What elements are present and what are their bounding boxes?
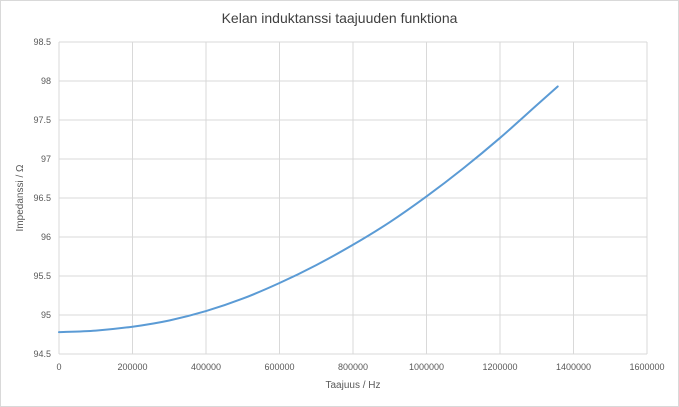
x-tick-label: 400000 [191,362,221,372]
x-tick-label: 600000 [264,362,294,372]
x-tick-label: 200000 [117,362,147,372]
y-tick-label: 95 [41,310,51,320]
x-tick-label: 0 [56,362,61,372]
gridlines [58,41,648,355]
y-axis-label: Impedanssi / Ω [15,164,26,231]
x-axis-label: Taajuus / Hz [325,380,380,391]
y-tick-label: 98 [41,76,51,86]
y-tick-label: 96 [41,232,51,242]
series-line [58,85,559,334]
x-tick-label: 1600000 [629,362,664,372]
x-tick-label: 1000000 [409,362,444,372]
y-tick-label: 94.5 [33,349,51,359]
x-tick-label: 1400000 [556,362,591,372]
x-tick-label: 1200000 [482,362,517,372]
y-axis-ticks: 94.5 95 95.5 96 96.5 97 97.5 98 98.5 [33,37,51,359]
x-axis-ticks: 0 200000 400000 600000 800000 1000000 1200000 1… [56,362,664,372]
chart-title: Kelan induktanssi taajuuden funktiona [221,10,458,26]
y-tick-label: 96.5 [33,193,51,203]
y-tick-label: 97 [41,154,51,164]
y-tick-label: 95.5 [33,271,51,281]
y-tick-label: 98.5 [33,37,51,47]
x-tick-label: 800000 [338,362,368,372]
y-tick-label: 97.5 [33,115,51,125]
series-group [58,85,559,334]
